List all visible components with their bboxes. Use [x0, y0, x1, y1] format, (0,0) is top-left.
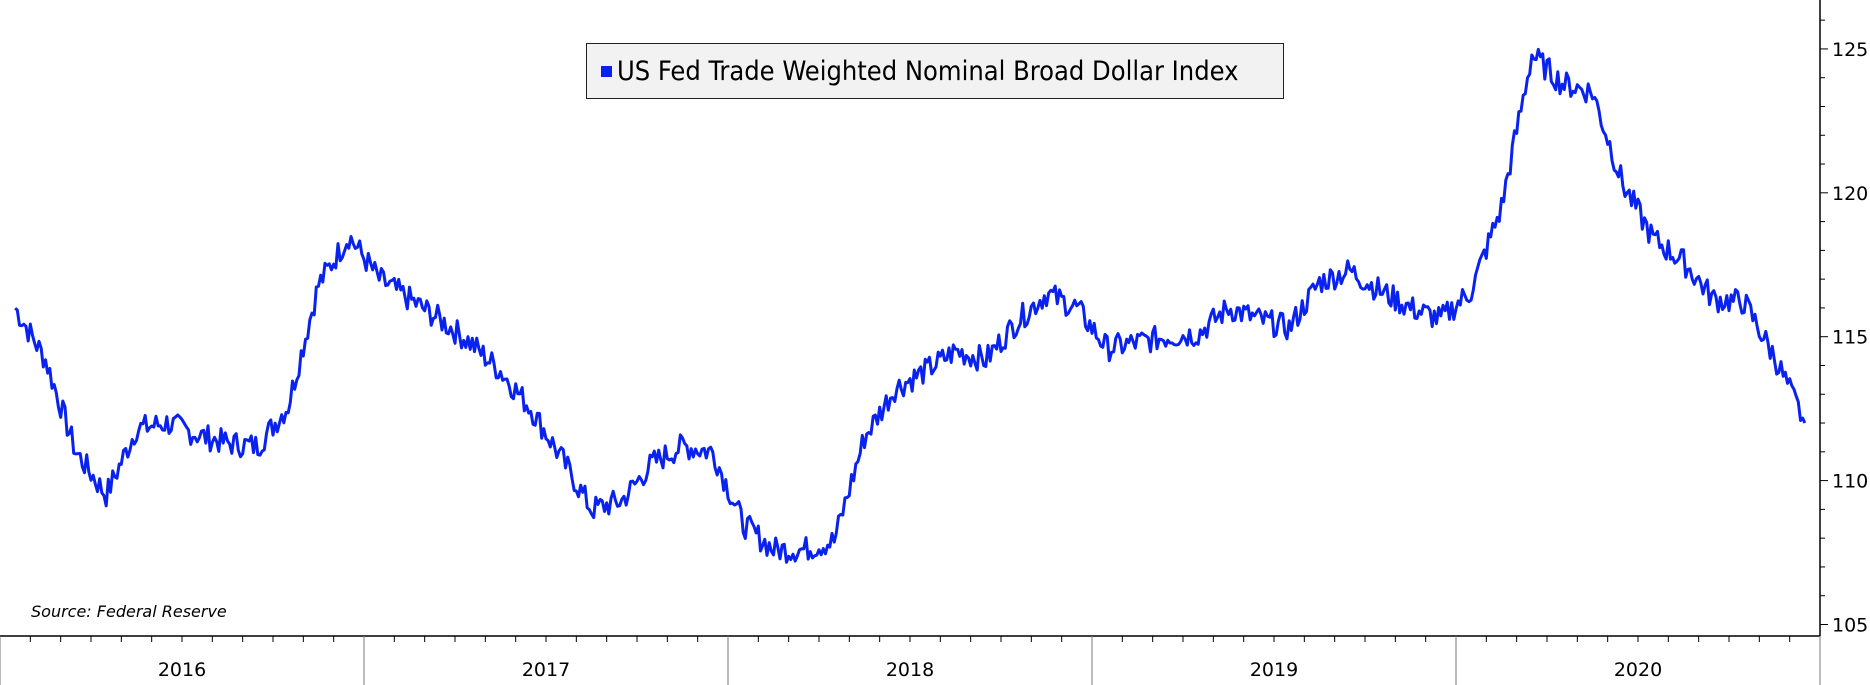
x-tick-label: 2017 — [522, 659, 570, 681]
series-line — [14, 47, 1807, 564]
y-tick-label: 110 — [1832, 471, 1868, 493]
y-tick-label: 120 — [1832, 183, 1868, 205]
x-tick-label: 2018 — [886, 659, 934, 681]
y-tick-label: 105 — [1832, 614, 1868, 636]
x-tick-label: 2016 — [158, 659, 206, 681]
y-tick-label: 125 — [1832, 39, 1868, 61]
x-tick-label: 2019 — [1250, 659, 1298, 681]
legend-swatch-icon — [601, 65, 612, 77]
legend-label: US Fed Trade Weighted Nominal Broad Doll… — [617, 55, 1239, 87]
x-tick-label: 2020 — [1614, 659, 1662, 681]
source-note: Source: Federal Reserve — [31, 602, 227, 621]
legend: US Fed Trade Weighted Nominal Broad Doll… — [586, 43, 1284, 99]
y-tick-label: 115 — [1832, 327, 1868, 349]
